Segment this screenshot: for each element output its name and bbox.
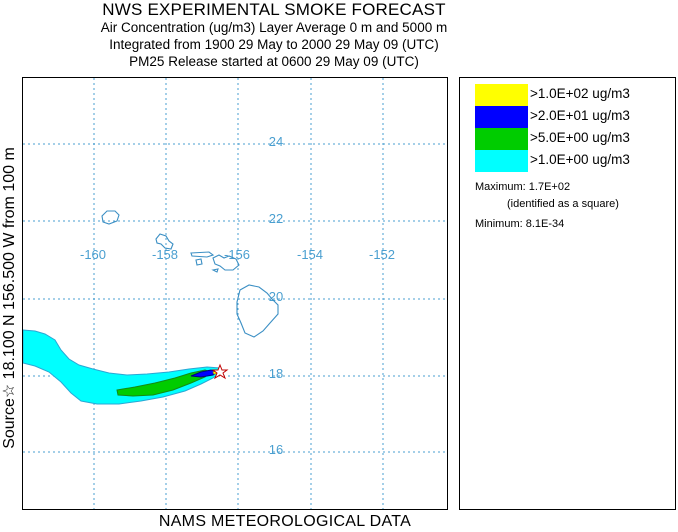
legend-label: >1.0E+00 ug/m3 — [530, 152, 630, 167]
legend-minimum: Minimum: 8.1E-34 — [475, 218, 565, 230]
legend-swatch-cyan — [475, 150, 528, 172]
island-maui — [212, 254, 240, 271]
island-oahu — [155, 233, 174, 250]
lon-label-156: -156 — [224, 247, 250, 262]
subtitle-integration: Integrated from 1900 29 May to 2000 29 M… — [109, 37, 439, 52]
island-molokai — [190, 251, 215, 258]
lon-label-160: -160 — [80, 247, 106, 262]
map-canvas: -160 -158 -156 -154 -152 24 22 20 18 16 — [23, 78, 447, 509]
lon-label-158: -158 — [152, 247, 178, 262]
legend-maximum-note: (identified as a square) — [507, 198, 619, 210]
lon-label-152: -152 — [369, 247, 395, 262]
data-source-footer: NAMS METEOROLOGICAL DATA — [158, 513, 412, 530]
lat-label-24: 24 — [269, 134, 283, 149]
island-hawaii — [236, 284, 279, 338]
lat-label-18: 18 — [269, 366, 283, 381]
legend-swatch-blue — [475, 106, 528, 128]
legend-label: >5.0E+00 ug/m3 — [530, 130, 630, 145]
map-title: NWS EXPERIMENTAL SMOKE FORECAST — [102, 0, 446, 19]
source-location-text: Source☆ 18.100 N 156.500 W from 100 m — [1, 147, 18, 449]
subtitle-concentration: Air Concentration (ug/m3) Layer Average … — [100, 20, 448, 35]
lat-label-22: 22 — [269, 211, 283, 226]
legend-swatch-yellow — [475, 84, 528, 106]
legend-swatch-green — [475, 128, 528, 150]
lat-label-20: 20 — [269, 289, 283, 304]
island-lanai — [195, 258, 203, 266]
lon-label-154: -154 — [297, 247, 323, 262]
coastlines — [101, 210, 279, 338]
legend-panel: >1.0E+02 ug/m3 >2.0E+01 ug/m3 >5.0E+00 u… — [459, 77, 676, 510]
legend-maximum: Maximum: 1.7E+02 — [475, 181, 571, 193]
legend-item-1e0: >1.0E+00 ug/m3 — [475, 150, 675, 172]
legend-item-2e1: >2.0E+01 ug/m3 — [475, 106, 675, 128]
legend-item-1e2: >1.0E+02 ug/m3 — [475, 84, 675, 106]
star-icon — [211, 363, 229, 380]
island-kauai — [101, 210, 120, 225]
graticule — [23, 78, 447, 509]
smoke-plume — [23, 329, 222, 405]
map-panel: -160 -158 -156 -154 -152 24 22 20 18 16 — [22, 77, 448, 510]
legend-label: >1.0E+02 ug/m3 — [530, 86, 630, 101]
subtitle-release: PM25 Release started at 0600 29 May 09 (… — [129, 54, 419, 69]
island-kahoolawe — [211, 268, 219, 273]
lat-label-16: 16 — [269, 442, 283, 457]
legend-item-5e0: >5.0E+00 ug/m3 — [475, 128, 675, 150]
legend-label: >2.0E+01 ug/m3 — [530, 108, 630, 123]
